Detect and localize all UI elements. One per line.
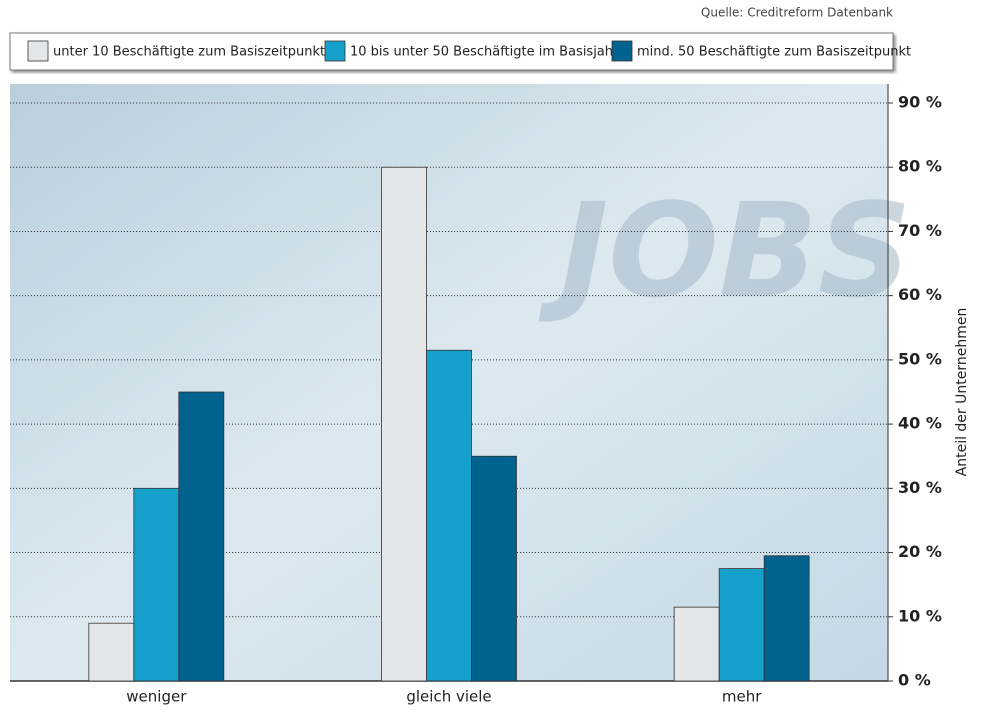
legend-label: unter 10 Beschäftigte zum Basiszeitpunkt	[53, 45, 325, 60]
bar	[718, 568, 765, 682]
legend-box	[9, 32, 894, 71]
y-tick-label: 30 %	[898, 478, 942, 497]
bar	[178, 391, 225, 682]
x-tick-label: weniger	[126, 688, 187, 706]
bar	[426, 349, 472, 682]
y-tick-label: 50 %	[898, 349, 942, 368]
bar	[88, 622, 135, 682]
legend-label: mind. 50 Beschäftigte zum Basiszeitpunkt	[637, 45, 911, 60]
bar	[763, 555, 810, 682]
y-tick-label: 40 %	[898, 414, 942, 433]
bar	[381, 166, 427, 682]
y-axis-label: Anteil der Unternehmen	[954, 308, 970, 477]
y-tick-label: 10 %	[898, 606, 942, 625]
legend-swatch	[611, 40, 633, 62]
y-tick-label: 0 %	[898, 671, 931, 690]
legend-swatch	[27, 40, 49, 62]
y-tick-label: 60 %	[898, 285, 942, 304]
source: Quelle: Creditreform Datenbank	[701, 6, 893, 20]
legend-label: 10 bis unter 50 Beschäftigte im Basisjah…	[350, 45, 619, 60]
y-tick-label: 80 %	[898, 157, 942, 176]
y-tick-label: 70 %	[898, 221, 942, 240]
x-tick-label: gleich viele	[406, 688, 491, 706]
y-tick-label: 20 %	[898, 542, 942, 561]
x-tick-label: mehr	[722, 688, 762, 706]
bar	[673, 606, 720, 682]
legend-swatch	[324, 40, 346, 62]
y-tick-label: 90 %	[898, 93, 942, 112]
bar	[471, 455, 517, 682]
background-decoration: JOBS	[538, 175, 912, 327]
bar	[133, 487, 180, 682]
